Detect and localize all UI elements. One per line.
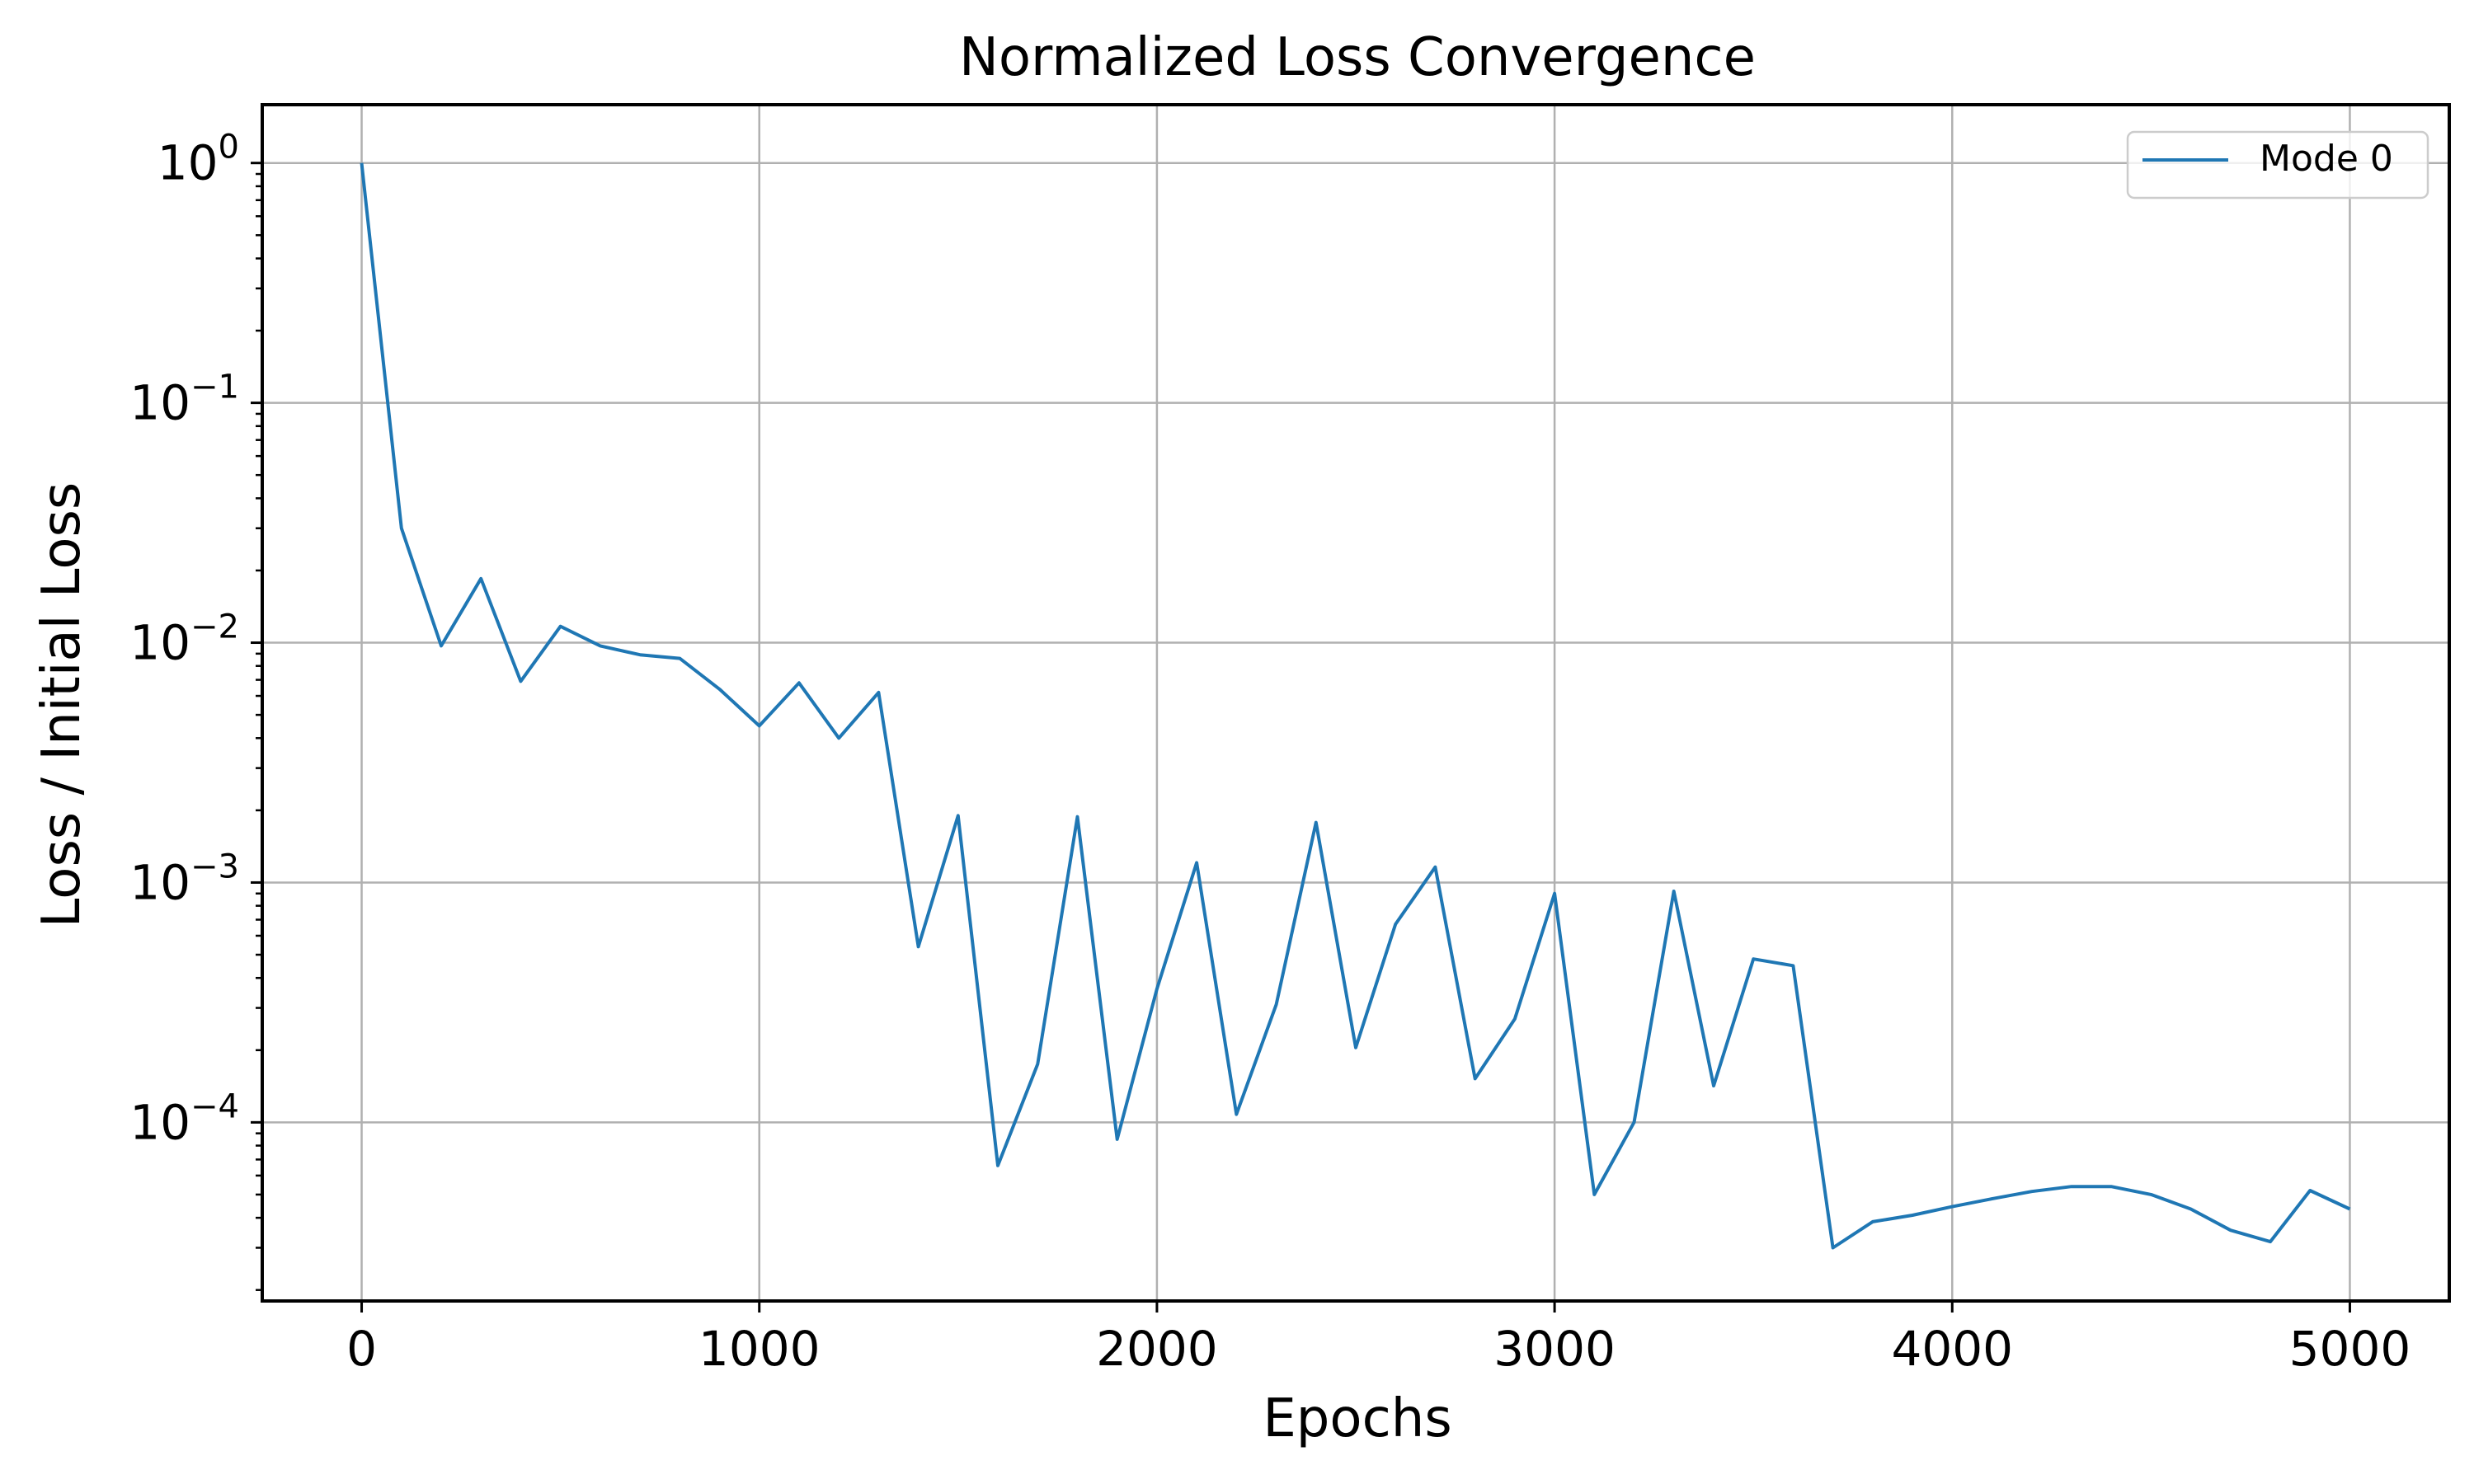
series-line-mode-0 [360,162,2351,1250]
ticks: 0 1000 2000 3000 4000 5000 100 10−1 10−2 10−3 10−4 [129,129,2411,1377]
y-axis-label: Loss / Initial Loss [31,482,92,928]
plot-frame [261,103,2451,1303]
x-tick-label: 3000 [1493,1321,1616,1377]
y-tick-label: 100 [158,129,239,191]
series-layer [360,162,2351,1250]
x-tick-label: 2000 [1096,1321,1218,1377]
grid [262,105,2449,1301]
y-tick-label: 10−2 [129,608,239,671]
chart-title: Normalized Loss Convergence [959,27,1756,88]
legend-box [2126,130,2429,200]
x-tick-label: 1000 [698,1321,821,1377]
legend: Mode 0 [2126,130,2429,200]
y-tick-label: 10−1 [129,369,239,431]
x-tick-label: 5000 [2289,1321,2411,1377]
legend-label-mode-0: Mode 0 [2260,138,2393,180]
x-tick-label: 0 [346,1321,377,1377]
y-tick-label: 10−4 [129,1087,239,1150]
y-tick-label: 10−3 [129,848,239,910]
x-tick-label: 4000 [1891,1321,2013,1377]
x-axis-label: Epochs [1263,1388,1451,1449]
